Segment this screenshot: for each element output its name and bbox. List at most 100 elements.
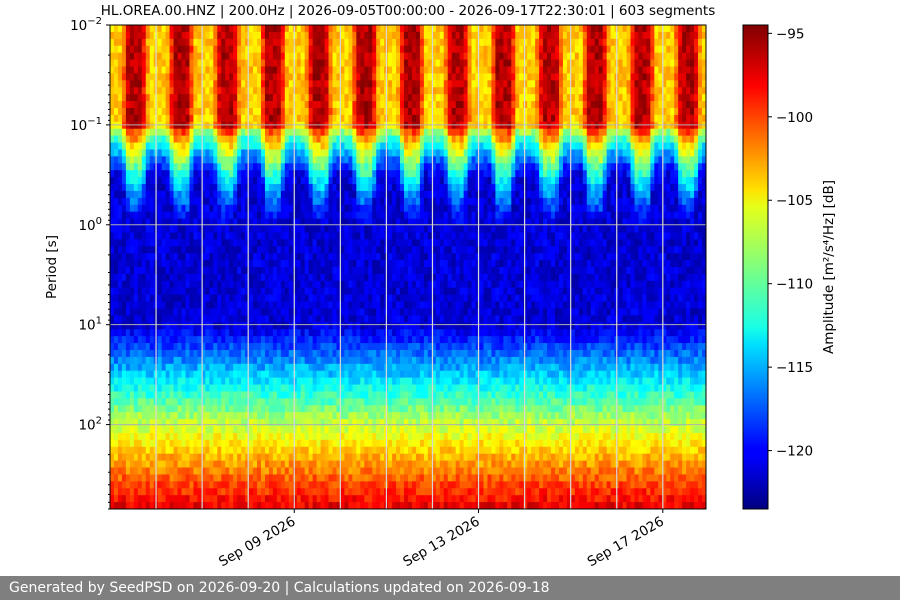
heatmap-cell: [189, 426, 195, 434]
heatmap-cell: [340, 446, 346, 455]
heatmap-cell: [284, 267, 290, 275]
heatmap-cell: [348, 329, 353, 337]
heatmap-cell: [340, 481, 346, 489]
heatmap-cell: [288, 439, 294, 448]
heatmap-cell: [237, 287, 242, 296]
heatmap-cell: [125, 177, 131, 185]
heatmap-cell: [161, 384, 167, 393]
heatmap-cell: [304, 349, 310, 358]
heatmap-cell: [348, 336, 353, 344]
heatmap-cell: [257, 343, 262, 351]
heatmap-cell: [177, 308, 183, 316]
heatmap-cell: [125, 377, 131, 386]
heatmap-cell: [129, 197, 135, 206]
heatmap-cell: [157, 107, 163, 116]
heatmap-cell: [189, 80, 195, 88]
heatmap-cell: [161, 52, 167, 61]
heatmap-cell: [209, 149, 214, 157]
heatmap-cell: [169, 218, 175, 227]
heatmap-cell: [197, 177, 202, 185]
heatmap-cell: [241, 73, 246, 81]
heatmap-cell: [280, 412, 286, 420]
heatmap-cell: [284, 412, 290, 420]
heatmap-cell: [217, 370, 222, 379]
heatmap-cell: [249, 253, 254, 261]
heatmap-cell: [221, 211, 226, 220]
heatmap-cell: [380, 184, 385, 192]
heatmap-cell: [348, 59, 353, 68]
heatmap-cell: [360, 481, 365, 489]
heatmap-cell: [308, 218, 314, 227]
heatmap-cell: [364, 502, 369, 509]
heatmap-cell: [225, 363, 230, 372]
heatmap-cell: [253, 142, 258, 151]
heatmap-cell: [388, 239, 393, 247]
heatmap-cell: [193, 426, 199, 434]
heatmap-cell: [205, 329, 210, 337]
heatmap-cell: [368, 107, 373, 116]
heatmap-cell: [229, 377, 234, 386]
heatmap-cell: [110, 80, 115, 88]
heatmap-cell: [193, 308, 199, 316]
heatmap-cell: [288, 474, 294, 482]
heatmap-cell: [312, 439, 318, 448]
heatmap-cell: [352, 363, 357, 372]
heatmap-cell: [312, 419, 318, 427]
heatmap-cell: [217, 322, 222, 330]
heatmap-cell: [288, 253, 294, 261]
heatmap-cell: [185, 45, 191, 54]
heatmap-cell: [253, 260, 258, 268]
heatmap-cell: [201, 25, 206, 33]
heatmap-cell: [257, 177, 262, 185]
heatmap-cell: [332, 225, 338, 234]
heatmap-cell: [348, 377, 353, 386]
heatmap-cell: [336, 426, 342, 434]
heatmap-cell: [133, 260, 139, 268]
heatmap-cell: [320, 190, 326, 199]
heatmap-cell: [213, 170, 218, 178]
heatmap-cell: [360, 363, 365, 372]
heatmap-cell: [193, 80, 199, 88]
heatmap-cell: [392, 52, 397, 61]
heatmap-cell: [185, 308, 191, 316]
heatmap-cell: [209, 197, 214, 206]
heatmap-cell: [217, 94, 222, 102]
heatmap-cell: [137, 294, 143, 303]
heatmap-cell: [241, 121, 246, 130]
heatmap-cell: [181, 218, 187, 227]
heatmap-cell: [264, 246, 270, 254]
heatmap-cell: [296, 94, 302, 102]
heatmap-cell: [264, 177, 270, 185]
heatmap-cell: [137, 370, 143, 379]
heatmap-cell: [260, 467, 266, 476]
heatmap-cell: [296, 315, 302, 323]
heatmap-cell: [110, 308, 115, 316]
heatmap-cell: [161, 156, 167, 164]
heatmap-cell: [221, 377, 226, 386]
heatmap-cell: [173, 204, 179, 213]
heatmap-cell: [304, 211, 310, 220]
heatmap-cell: [257, 488, 262, 496]
heatmap-cell: [372, 502, 377, 509]
heatmap-cell: [241, 474, 246, 482]
heatmap-cell: [249, 356, 254, 365]
heatmap-cell: [344, 349, 349, 358]
heatmap-cell: [237, 329, 242, 337]
heatmap-cell: [157, 38, 163, 47]
heatmap-cell: [388, 149, 393, 157]
heatmap-cell: [288, 135, 294, 144]
heatmap-cell: [110, 453, 115, 462]
heatmap-cell: [117, 101, 123, 109]
heatmap-cell: [288, 156, 294, 164]
heatmap-cell: [241, 412, 246, 420]
heatmap-cell: [364, 377, 369, 386]
heatmap-cell: [300, 439, 306, 448]
heatmap-cell: [181, 73, 187, 81]
heatmap-cell: [264, 398, 270, 406]
heatmap-cell: [344, 467, 349, 476]
heatmap-cell: [257, 467, 262, 476]
heatmap-cell: [264, 45, 270, 54]
heatmap-cell: [129, 377, 135, 386]
heatmap-cell: [113, 405, 119, 413]
heatmap-cell: [225, 101, 230, 109]
